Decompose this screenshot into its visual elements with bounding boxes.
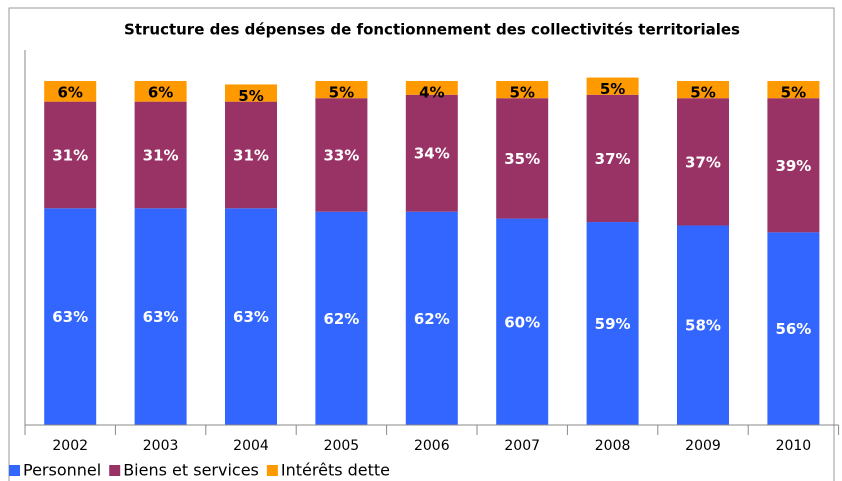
bar-segment (44, 101, 97, 209)
data-label: 39% (775, 157, 811, 175)
data-label: 31% (52, 146, 88, 164)
data-label: 6% (148, 84, 173, 102)
bar-segment (767, 81, 820, 99)
bar-segment (315, 211, 368, 425)
bar-segment (134, 101, 187, 209)
data-label: 31% (233, 146, 269, 164)
bar-segment (767, 98, 820, 233)
bar-segment (496, 81, 549, 99)
x-tick-label: 2004 (233, 438, 269, 454)
bar-segment (134, 81, 187, 102)
data-label: 60% (504, 313, 540, 331)
data-label: 63% (143, 308, 179, 326)
data-label: 5% (600, 80, 625, 98)
bar-segment (405, 81, 458, 95)
bar-segment (44, 81, 97, 102)
bar-segment (134, 208, 187, 425)
bar-segment (225, 101, 277, 209)
data-label: 58% (685, 317, 721, 335)
bar-segment (405, 94, 458, 212)
x-tick-label: 2005 (324, 438, 360, 454)
data-label: 31% (143, 146, 179, 164)
data-label: 5% (329, 84, 354, 102)
legend-label: Intérêts dette (281, 461, 390, 480)
legend-swatch (9, 465, 20, 476)
bar-segment (44, 208, 97, 425)
data-label: 63% (233, 308, 269, 326)
data-label: 59% (595, 315, 631, 333)
bar-segment (496, 218, 549, 425)
data-label: 5% (238, 87, 263, 105)
data-label: 5% (509, 84, 534, 102)
bar-segment (767, 232, 820, 425)
data-label: 35% (504, 150, 540, 168)
bar-segment (496, 98, 549, 219)
legend-swatch (109, 465, 121, 476)
bar-segment (315, 81, 368, 99)
legend-swatch (266, 465, 278, 476)
bar-segment (405, 211, 458, 425)
bar-segment (677, 225, 729, 425)
bar-segment (677, 81, 729, 99)
x-tick-label: 2002 (52, 438, 88, 454)
data-label: 62% (414, 310, 450, 328)
chart-frame (8, 7, 835, 481)
data-label: 5% (690, 84, 715, 102)
data-label: 6% (57, 84, 82, 102)
x-tick-label: 2007 (504, 438, 540, 454)
bar-segment (225, 84, 277, 102)
x-tick-label: 2010 (776, 438, 812, 454)
data-label: 63% (52, 308, 88, 326)
bar-segment (315, 98, 368, 212)
data-label: 62% (323, 310, 359, 328)
bar-segment (677, 98, 729, 226)
x-tick-label: 2006 (414, 438, 450, 454)
bar-segment (586, 94, 639, 223)
x-tick-label: 2008 (595, 438, 631, 454)
bar-segment (225, 208, 277, 425)
legend-label: Personnel (23, 461, 101, 480)
data-label: 5% (781, 84, 806, 102)
x-tick-label: 2009 (685, 438, 721, 454)
legend-label: Biens et services (123, 461, 259, 480)
bar-segment (586, 222, 639, 425)
data-label: 34% (414, 145, 450, 163)
data-label: 56% (775, 320, 811, 338)
data-label: 37% (685, 153, 721, 171)
data-label: 37% (595, 150, 631, 168)
data-label: 4% (419, 84, 444, 102)
data-label: 33% (323, 146, 359, 164)
chart-title: Structure des dépenses de fonctionnement… (124, 21, 740, 39)
x-tick-label: 2003 (143, 438, 179, 454)
bar-segment (586, 77, 639, 95)
